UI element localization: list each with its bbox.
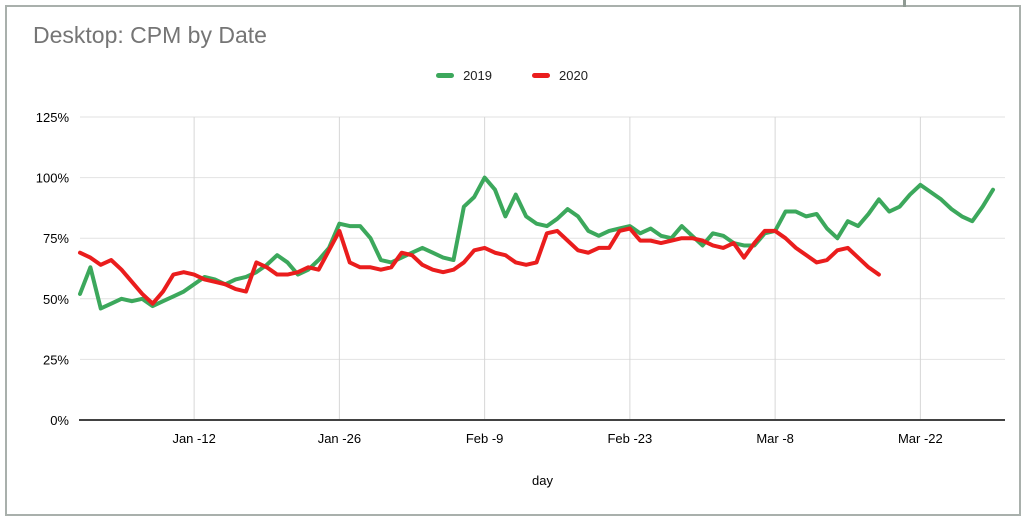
legend-swatch-2019-icon: [436, 73, 455, 78]
legend-swatch-2020-icon: [532, 73, 550, 78]
x-axis-label: Mar -8: [756, 431, 794, 446]
x-axis-title: day: [532, 473, 553, 488]
series-line-2019: [78, 175, 995, 311]
chart-legend: 2019 2020: [0, 68, 1024, 83]
y-axis-label: 75%: [43, 231, 69, 246]
legend-item-2019[interactable]: 2019: [436, 68, 492, 83]
window-edge-mark: [903, 0, 906, 7]
y-axis-label: 0%: [50, 413, 69, 428]
legend-label-2019: 2019: [463, 68, 492, 83]
x-axis-label: Feb -9: [466, 431, 504, 446]
x-axis-label: Jan -12: [172, 431, 215, 446]
y-axis-label: 50%: [43, 292, 69, 307]
x-axis-label: Feb -23: [607, 431, 652, 446]
x-axis-label: Mar -22: [898, 431, 943, 446]
legend-item-2020[interactable]: 2020: [532, 68, 588, 83]
legend-label-2020: 2020: [559, 68, 588, 83]
x-axis-label: Jan -26: [318, 431, 361, 446]
y-axis-label: 25%: [43, 352, 69, 367]
chart-plot-area[interactable]: 0% 25% 50% 75% 100% 125% Jan -12 Jan -26 Feb -9 F…: [0, 100, 1024, 500]
y-axis-label: 125%: [36, 110, 70, 125]
series-line-2020: [78, 226, 881, 306]
chart-title: Desktop: CPM by Date: [33, 22, 267, 48]
y-axis-label: 100%: [36, 171, 70, 186]
